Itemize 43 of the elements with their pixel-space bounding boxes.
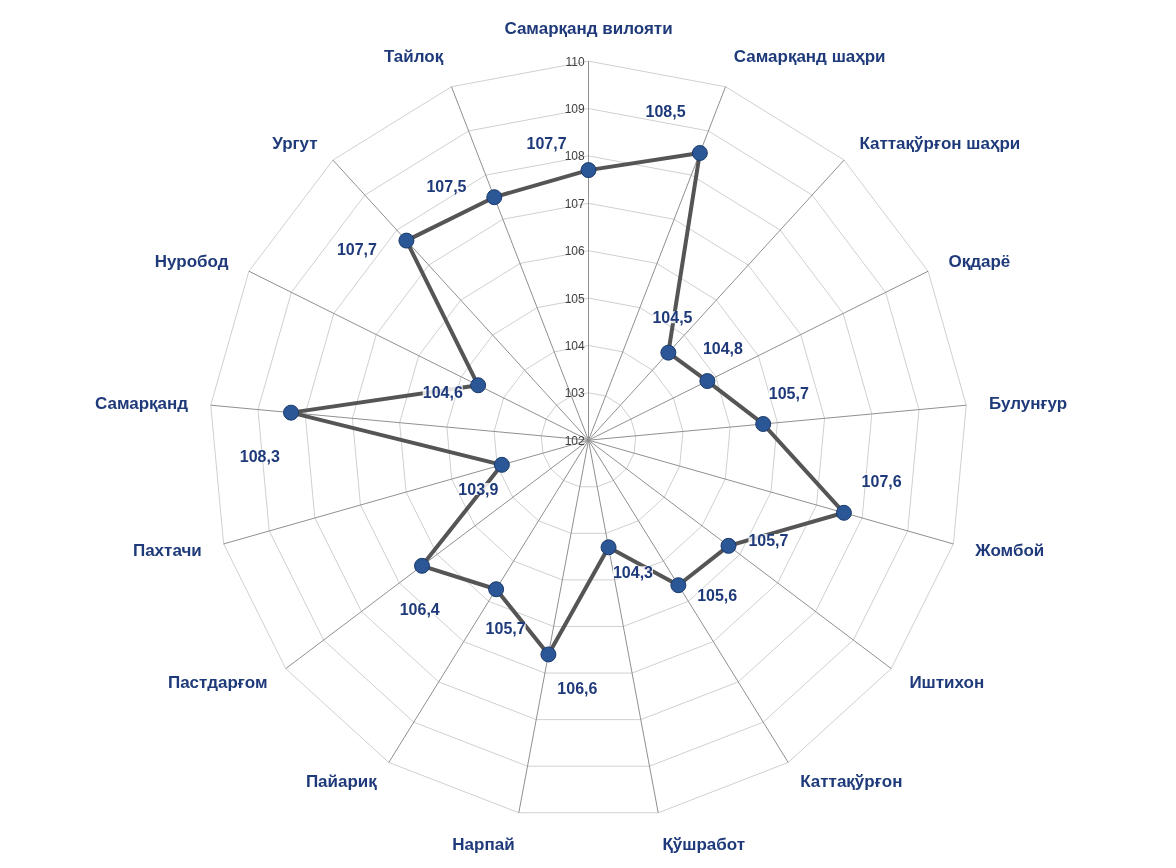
- y-tick-label: 107: [564, 196, 586, 211]
- spoke-label: Нарпай: [452, 835, 515, 855]
- spoke-label: Жомбой: [974, 540, 1045, 560]
- spoke-label: Каттақўрғон: [800, 772, 903, 792]
- y-tick-label: 109: [564, 102, 586, 117]
- spoke-label: Тайлоқ: [383, 46, 444, 66]
- y-tick-label: 110: [565, 54, 586, 69]
- spoke-label: Самарқанд вилояти: [504, 19, 673, 39]
- data-label: 105,7: [748, 531, 789, 549]
- y-tick-label: 105: [564, 291, 586, 306]
- spoke-label: Булунғур: [988, 393, 1068, 413]
- data-label: 103,9: [458, 480, 499, 498]
- data-label: 106,4: [399, 601, 440, 619]
- spoke-label: Қўшработ: [662, 835, 746, 855]
- y-tick-label: 106: [564, 244, 586, 259]
- spoke-label: Иштихон: [909, 672, 985, 692]
- data-label: 104,8: [702, 339, 744, 357]
- y-tick-label: 108: [564, 149, 586, 164]
- data-label: 107,7: [336, 240, 378, 258]
- spoke-label: Самарқанд шаҳри: [733, 46, 886, 66]
- spoke-label: Самарқанд: [94, 393, 189, 413]
- spoke-label: Нуробод: [154, 251, 229, 271]
- data-label: 105,6: [697, 586, 738, 604]
- data-label: 104,3: [612, 564, 654, 582]
- y-tick-label: 104: [564, 338, 586, 353]
- spoke-label: Пастдарғом: [167, 672, 268, 692]
- data-label: 108,5: [645, 102, 686, 120]
- data-label: 105,7: [485, 620, 526, 638]
- spoke-label: Пайариқ: [305, 772, 378, 792]
- data-label: 108,3: [239, 447, 280, 465]
- data-label: 107,7: [526, 134, 567, 152]
- spoke-label: Пахтачи: [132, 540, 202, 560]
- data-label: 104,6: [422, 383, 463, 401]
- data-label: 106,6: [557, 680, 598, 698]
- y-tick-label: 103: [564, 386, 586, 401]
- data-label: 107,6: [861, 472, 902, 490]
- data-label: 105,7: [768, 384, 809, 402]
- spoke-label: Каттақўрғон шаҳри: [859, 133, 1021, 153]
- y-tick-label: 102: [564, 433, 586, 448]
- data-label: 107,5: [426, 178, 467, 196]
- spoke-label: Оқдарё: [948, 251, 1011, 271]
- spoke-label: Ургут: [272, 133, 318, 153]
- data-label: 104,5: [652, 309, 693, 327]
